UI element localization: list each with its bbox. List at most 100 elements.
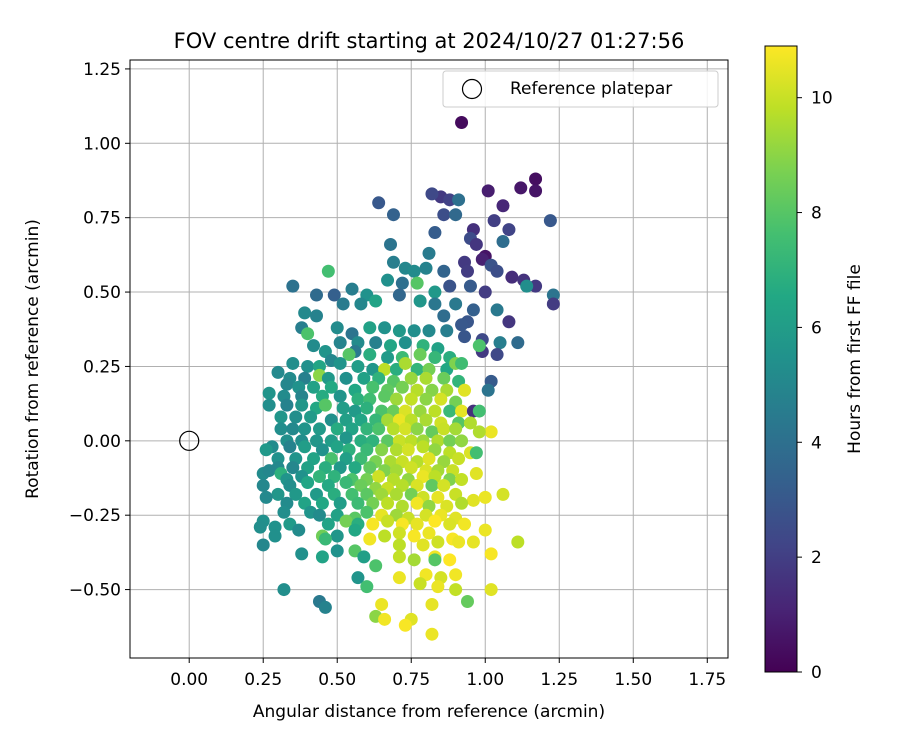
x-tick-label: 1.50	[614, 670, 652, 690]
data-point	[407, 324, 421, 338]
y-tick-label: 0.75	[83, 209, 121, 229]
y-tick-label: −0.25	[69, 506, 121, 526]
data-point	[425, 187, 439, 201]
data-point	[443, 517, 457, 531]
data-point	[434, 392, 448, 406]
data-point	[363, 532, 377, 546]
data-point	[395, 380, 409, 394]
data-point	[363, 348, 377, 362]
data-point	[392, 288, 406, 302]
data-point	[357, 371, 371, 385]
data-point	[511, 336, 525, 350]
data-point	[366, 517, 380, 531]
data-point	[546, 288, 560, 302]
data-point	[431, 490, 445, 504]
data-point	[419, 371, 433, 385]
data-point	[529, 184, 543, 198]
data-point	[360, 401, 374, 415]
legend: Reference platepar	[442, 70, 719, 108]
data-point	[339, 431, 353, 445]
data-point	[301, 327, 315, 341]
legend-label-reference: Reference platepar	[510, 79, 672, 99]
data-point	[478, 490, 492, 504]
data-point	[466, 535, 480, 549]
data-point	[274, 410, 288, 424]
data-point	[318, 532, 332, 546]
data-point	[437, 422, 451, 436]
data-point	[428, 514, 442, 528]
data-point	[449, 583, 463, 597]
data-point	[327, 288, 341, 302]
data-point	[351, 571, 365, 585]
data-point	[458, 330, 472, 344]
data-point	[295, 547, 309, 561]
data-point	[422, 452, 436, 466]
data-point	[342, 348, 356, 362]
colorbar-tick-label: 10	[811, 89, 833, 109]
data-point	[351, 392, 365, 406]
data-point	[529, 279, 543, 293]
data-point	[381, 496, 395, 510]
data-point	[289, 487, 303, 501]
legend-frame	[442, 70, 719, 108]
colorbar-gradient	[764, 45, 798, 673]
data-point	[496, 487, 510, 501]
data-point	[381, 514, 395, 528]
data-point	[336, 401, 350, 415]
data-point	[546, 297, 560, 311]
data-point	[422, 324, 436, 338]
data-point	[458, 383, 472, 397]
data-point	[310, 309, 324, 323]
data-point	[386, 208, 400, 222]
data-point	[455, 404, 469, 418]
data-point	[348, 461, 362, 475]
colorbar-tick-label: 8	[811, 204, 822, 224]
data-point	[443, 279, 457, 293]
data-point	[256, 478, 270, 492]
data-point	[360, 422, 374, 436]
data-point	[460, 594, 474, 608]
data-point	[330, 321, 344, 335]
data-point	[407, 264, 421, 278]
data-point	[455, 318, 469, 332]
data-point	[386, 422, 400, 436]
x-tick-label: 0.50	[318, 670, 356, 690]
data-point	[463, 279, 477, 293]
data-point	[416, 538, 430, 552]
data-point	[389, 443, 403, 457]
data-point	[413, 294, 427, 308]
scatter-points	[253, 115, 560, 641]
data-point	[312, 508, 326, 522]
x-tick-label: 1.00	[466, 670, 504, 690]
data-point	[463, 416, 477, 430]
data-point	[392, 571, 406, 585]
data-point	[449, 208, 463, 222]
data-point	[472, 404, 486, 418]
data-point	[321, 264, 335, 278]
y-tick-label: 0.00	[83, 432, 121, 452]
data-point	[410, 276, 424, 290]
data-point	[413, 348, 427, 362]
data-point	[484, 547, 498, 561]
data-point	[262, 398, 276, 412]
data-point	[428, 226, 442, 240]
data-point	[449, 297, 463, 311]
data-point	[348, 523, 362, 537]
data-point	[268, 520, 282, 534]
data-point	[416, 440, 430, 454]
data-point	[277, 583, 291, 597]
data-point	[351, 359, 365, 373]
data-point	[410, 517, 424, 531]
data-point	[298, 422, 312, 436]
data-point	[490, 264, 504, 278]
data-point	[404, 461, 418, 475]
data-point	[262, 464, 276, 478]
data-point	[259, 443, 273, 457]
data-point	[496, 199, 510, 213]
data-point	[392, 324, 406, 338]
data-point	[321, 517, 335, 531]
data-point	[472, 425, 486, 439]
x-axis-label: Angular distance from reference (arcmin)	[253, 702, 605, 722]
data-point	[312, 359, 326, 373]
data-point	[286, 356, 300, 370]
